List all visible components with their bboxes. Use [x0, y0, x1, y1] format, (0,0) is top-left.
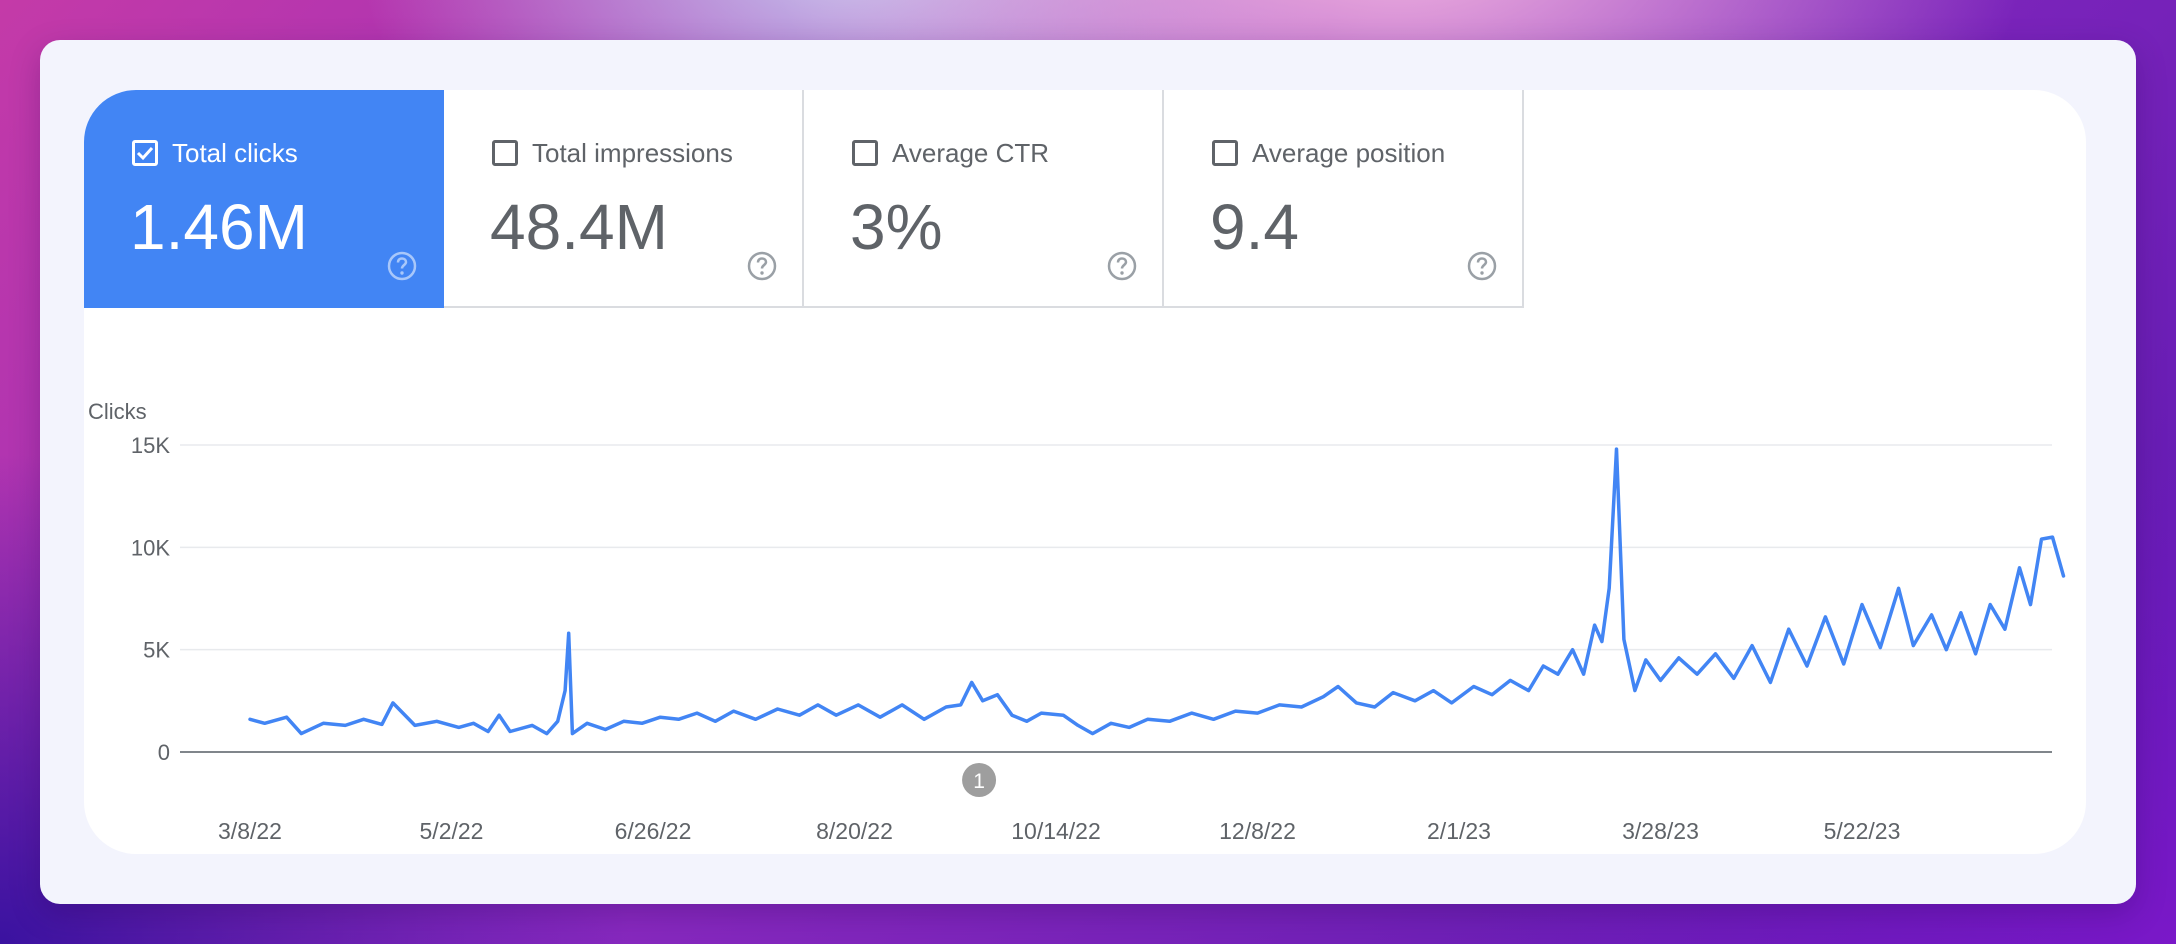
checkbox-unchecked-icon[interactable]	[1212, 140, 1238, 166]
x-tick-label: 5/2/22	[420, 818, 484, 844]
metric-tile-average-position[interactable]: Average position 9.4	[1164, 90, 1524, 308]
x-tick-label: 8/20/22	[816, 818, 893, 844]
performance-panel: Total clicks 1.46M Total impressions 48.…	[84, 90, 2086, 854]
help-icon[interactable]	[386, 250, 418, 282]
y-tick-label: 5K	[143, 638, 170, 663]
y-tick-label: 15K	[131, 433, 170, 458]
annotation-marker[interactable]	[962, 763, 997, 797]
clicks-line-chart[interactable]: Clicks 0 5K 10K 15K 3/8/22 5/2/22 6/26/22 8/20/2…	[84, 90, 2086, 854]
y-tick-label: 10K	[131, 535, 170, 560]
y-axis-label: Clicks	[88, 399, 147, 424]
checkbox-unchecked-icon[interactable]	[852, 140, 878, 166]
help-icon[interactable]	[1106, 250, 1138, 282]
y-tick-label: 0	[158, 740, 170, 765]
x-tick-label: 3/8/22	[218, 818, 282, 844]
help-icon[interactable]	[1466, 250, 1498, 282]
x-tick-label: 6/26/22	[615, 818, 692, 844]
annotation-marker-label: 1	[973, 770, 985, 793]
metric-value: 3%	[850, 191, 943, 263]
metric-tiles: Total clicks 1.46M Total impressions 48.…	[84, 90, 1524, 308]
x-tick-label: 3/28/23	[1622, 818, 1699, 844]
metric-label: Total clicks	[172, 138, 298, 168]
metric-value: 1.46M	[130, 191, 308, 263]
metric-label: Average CTR	[892, 138, 1050, 168]
checkbox-unchecked-icon[interactable]	[492, 140, 518, 166]
x-tick-label: 10/14/22	[1011, 818, 1101, 844]
metric-value: 9.4	[1210, 191, 1299, 263]
x-tick-label: 5/22/23	[1824, 818, 1901, 844]
x-tick-label: 12/8/22	[1219, 818, 1296, 844]
metric-tile-total-clicks[interactable]: Total clicks 1.46M	[84, 90, 444, 308]
performance-card-frame: Total clicks 1.46M Total impressions 48.…	[40, 40, 2136, 904]
metric-tile-total-impressions[interactable]: Total impressions 48.4M	[444, 90, 804, 308]
metric-label-row: Average CTR	[852, 138, 1049, 168]
metric-label: Average position	[1252, 138, 1446, 168]
metric-label-row: Total clicks	[132, 138, 298, 168]
checkbox-checked-icon[interactable]	[132, 140, 158, 166]
metric-value: 48.4M	[490, 191, 668, 263]
metric-label-row: Average position	[1212, 138, 1445, 168]
metric-tile-average-ctr[interactable]: Average CTR 3%	[804, 90, 1164, 308]
metric-label: Total impressions	[532, 138, 733, 168]
clicks-series-line	[248, 447, 2066, 736]
x-tick-label: 2/1/23	[1427, 818, 1491, 844]
help-icon[interactable]	[746, 250, 778, 282]
metric-label-row: Total impressions	[492, 138, 733, 168]
